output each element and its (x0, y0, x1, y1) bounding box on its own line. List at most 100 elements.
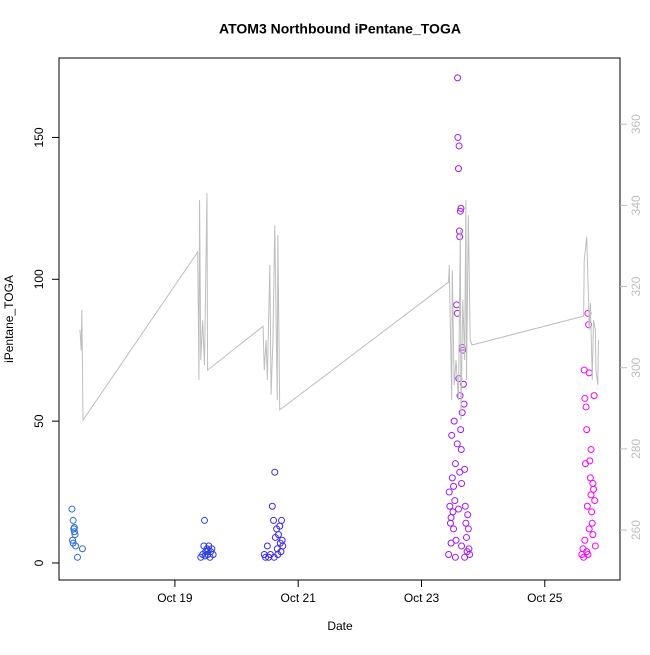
point (581, 460, 589, 468)
y-tick-label: 50 (32, 414, 46, 428)
point (591, 497, 599, 505)
point (69, 516, 77, 524)
point (591, 542, 599, 550)
point (460, 400, 468, 408)
point (209, 550, 217, 558)
point (78, 545, 86, 553)
point (457, 426, 465, 434)
point (200, 516, 208, 524)
point (450, 417, 458, 425)
point (201, 552, 209, 560)
point (454, 133, 462, 141)
point (446, 519, 454, 527)
point (464, 525, 472, 533)
point (445, 550, 453, 558)
x-axis-label: Date (327, 619, 353, 633)
x-tick-label: Oct 21 (281, 591, 317, 605)
point (451, 460, 459, 468)
point (453, 301, 461, 309)
point (446, 502, 454, 510)
point (456, 233, 464, 241)
y2-tick-label: 260 (629, 520, 643, 540)
point (278, 516, 286, 524)
point (270, 516, 278, 524)
point (454, 74, 462, 82)
point (204, 546, 212, 554)
point (587, 491, 595, 499)
point (449, 508, 457, 516)
point (582, 403, 590, 411)
point (586, 474, 594, 482)
point (72, 542, 80, 550)
point (585, 369, 593, 377)
point (456, 207, 464, 215)
x-tick-label: Oct 25 (527, 591, 563, 605)
point (70, 528, 78, 536)
point (454, 505, 462, 513)
point (453, 440, 461, 448)
point (271, 468, 279, 476)
point (583, 502, 591, 510)
point (587, 446, 595, 453)
point (456, 468, 464, 476)
point (458, 542, 466, 550)
point (447, 514, 455, 522)
y2-tick-label: 320 (629, 276, 643, 296)
y-tick-label: 0 (32, 559, 46, 566)
point (462, 533, 470, 541)
point (452, 536, 460, 544)
point (451, 497, 459, 505)
point (71, 531, 79, 539)
x-tick-label: Oct 23 (404, 591, 440, 605)
point (589, 531, 597, 539)
point (279, 542, 287, 550)
y-tick-label: 150 (32, 127, 46, 147)
y2-tick-label: 360 (629, 114, 643, 134)
point (586, 457, 594, 465)
point (274, 531, 282, 539)
point (456, 392, 464, 400)
point (589, 485, 597, 493)
x-tick-label: Oct 19 (157, 591, 193, 605)
y2-tick-label: 340 (629, 195, 643, 215)
point (73, 553, 81, 561)
point (458, 409, 466, 417)
point (584, 550, 592, 558)
point (581, 394, 589, 402)
point (70, 524, 78, 532)
point (458, 480, 466, 488)
point (585, 525, 593, 533)
point (455, 142, 463, 150)
y-axis-label: iPentane_TOGA (2, 275, 16, 363)
point (263, 542, 271, 550)
point (448, 474, 456, 482)
point (457, 204, 465, 212)
point (450, 525, 458, 533)
y2-tick-label: 300 (629, 357, 643, 377)
point (589, 480, 597, 488)
point (590, 392, 598, 400)
point (588, 508, 596, 516)
point (268, 502, 276, 510)
point (459, 346, 467, 354)
point (68, 505, 76, 513)
point (457, 446, 465, 453)
point (588, 519, 596, 527)
point (461, 502, 469, 510)
y2-tick-label: 280 (629, 439, 643, 459)
y-tick-label: 100 (32, 269, 46, 289)
point (583, 426, 591, 434)
point (581, 536, 589, 544)
chart-title: ATOM3 Northbound iPentane_TOGA (219, 21, 461, 37)
point (464, 511, 472, 519)
point (455, 227, 463, 235)
point (69, 536, 77, 544)
plot-frame (58, 57, 621, 581)
point (448, 431, 456, 439)
point (461, 553, 469, 561)
point (462, 519, 470, 527)
point (445, 488, 453, 496)
point (270, 553, 278, 561)
point (450, 482, 458, 490)
